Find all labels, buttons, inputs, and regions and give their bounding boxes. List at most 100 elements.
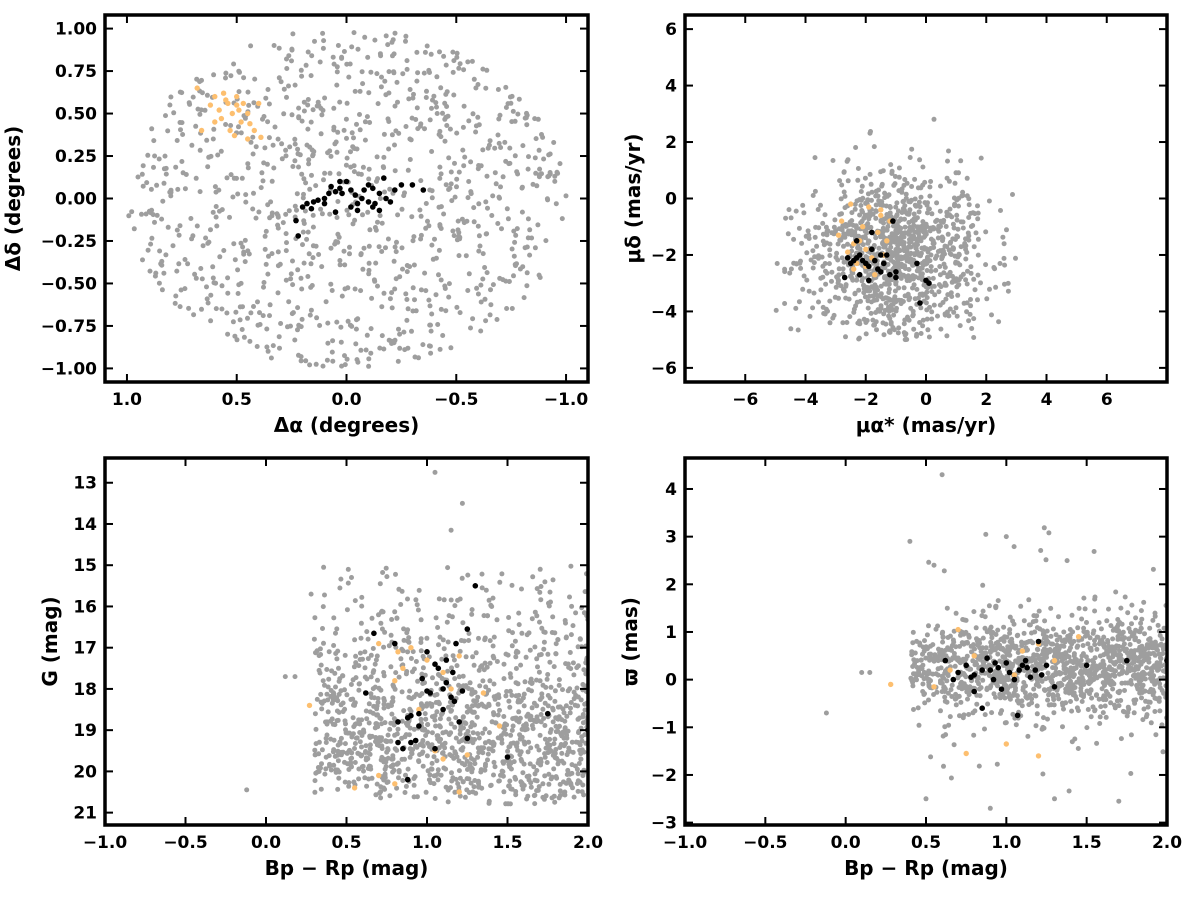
- field-point: [1102, 644, 1107, 650]
- field-point: [841, 169, 847, 175]
- field-point: [283, 211, 289, 217]
- field-point: [813, 224, 819, 230]
- field-point: [352, 741, 358, 746]
- field-point: [475, 166, 481, 172]
- field-point: [475, 754, 481, 760]
- field-point: [491, 634, 497, 640]
- field-point: [300, 195, 306, 201]
- field-point: [1103, 714, 1109, 720]
- field-point: [846, 231, 852, 237]
- field-point: [1076, 660, 1082, 666]
- y-tick-label: −0.50: [41, 274, 97, 294]
- field-point: [506, 744, 512, 750]
- field-point: [310, 255, 316, 261]
- field-point: [964, 309, 970, 315]
- field-point: [218, 148, 224, 154]
- field-point: [899, 255, 905, 261]
- field-point: [838, 196, 844, 202]
- field-point: [455, 597, 461, 603]
- field-point: [1138, 625, 1144, 631]
- field-point: [303, 358, 309, 364]
- highlight-point: [464, 752, 470, 758]
- field-point: [444, 619, 450, 625]
- field-point: [257, 310, 262, 316]
- field-point: [456, 674, 462, 680]
- field-point: [432, 469, 438, 475]
- field-point: [910, 308, 916, 314]
- field-point: [140, 257, 145, 263]
- field-point: [938, 218, 944, 224]
- field-point: [1061, 706, 1066, 712]
- series-field: [126, 30, 569, 369]
- field-point: [924, 295, 930, 301]
- field-point: [372, 725, 378, 731]
- field-point: [849, 228, 855, 234]
- field-point: [359, 603, 365, 609]
- field-point: [507, 778, 513, 784]
- field-point: [301, 260, 307, 266]
- field-point: [1134, 665, 1140, 671]
- field-point: [407, 754, 413, 760]
- field-point: [405, 766, 411, 772]
- field-point: [365, 756, 371, 762]
- field-point: [1143, 698, 1149, 704]
- field-point: [542, 579, 548, 585]
- field-point: [330, 338, 336, 344]
- field-point: [563, 635, 569, 641]
- field-point: [852, 291, 858, 297]
- field-point: [1075, 708, 1081, 714]
- field-point: [451, 92, 457, 98]
- field-point: [395, 726, 401, 732]
- field-point: [1087, 635, 1093, 641]
- field-point: [299, 286, 305, 292]
- field-point: [449, 778, 455, 784]
- members-point: [459, 688, 466, 694]
- members-point: [432, 661, 438, 667]
- field-point: [349, 734, 355, 740]
- field-point: [837, 178, 843, 184]
- field-point: [455, 781, 461, 787]
- field-point: [456, 65, 462, 71]
- field-point: [165, 128, 171, 134]
- field-point: [503, 158, 509, 164]
- field-point: [1146, 642, 1152, 648]
- field-point: [1013, 685, 1018, 691]
- x-tick-label: 1.0: [412, 833, 442, 853]
- field-point: [446, 294, 452, 300]
- field-point: [1138, 608, 1144, 614]
- field-point: [974, 661, 980, 667]
- field-point: [510, 630, 515, 636]
- field-point: [240, 244, 246, 250]
- field-point: [515, 747, 521, 753]
- field-point: [818, 202, 823, 208]
- highlight-point: [863, 246, 869, 252]
- field-point: [928, 754, 934, 760]
- field-point: [500, 769, 506, 775]
- highlight-point: [866, 204, 872, 210]
- field-point: [507, 160, 513, 166]
- field-point: [323, 719, 328, 725]
- field-point: [1021, 618, 1027, 624]
- field-point: [418, 648, 424, 654]
- field-point: [889, 250, 895, 255]
- field-point: [394, 615, 400, 621]
- field-point: [445, 565, 451, 571]
- field-point: [160, 198, 166, 204]
- field-point: [393, 670, 399, 676]
- field-point: [144, 180, 150, 186]
- field-point: [374, 154, 380, 160]
- field-point: [261, 114, 267, 119]
- field-point: [485, 751, 491, 757]
- axes-frame: [103, 13, 590, 384]
- field-point: [381, 777, 387, 783]
- field-point: [305, 102, 311, 108]
- field-point: [537, 589, 543, 595]
- field-point: [177, 304, 183, 310]
- field-point: [276, 75, 282, 81]
- field-point: [562, 725, 568, 731]
- field-point: [1075, 746, 1081, 751]
- field-point: [290, 310, 296, 316]
- field-point: [334, 149, 340, 155]
- field-point: [524, 713, 530, 719]
- field-point: [479, 571, 485, 577]
